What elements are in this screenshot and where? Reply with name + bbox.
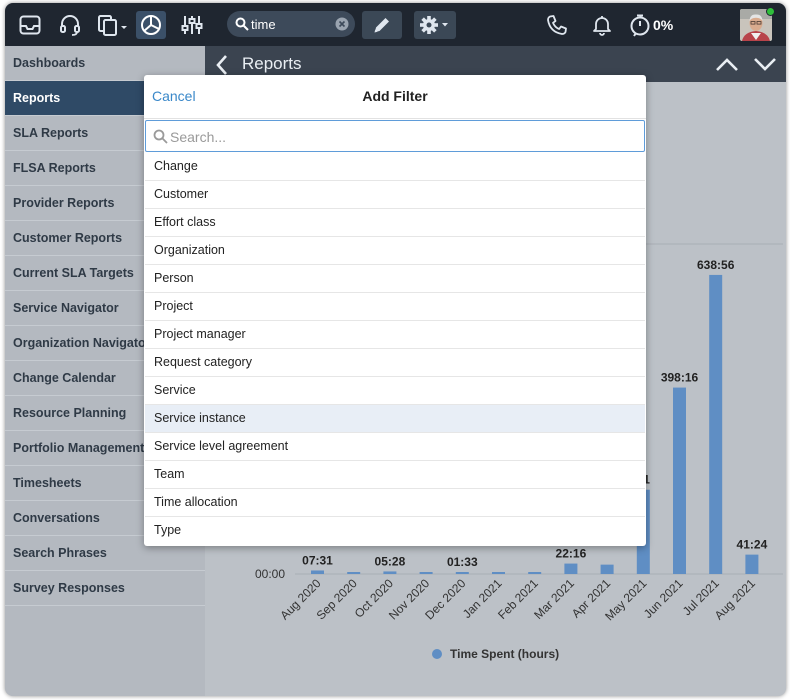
pie-chart-icon[interactable]: [136, 11, 166, 39]
filter-option-service-level-agreement[interactable]: Service level agreement: [145, 433, 645, 461]
back-chevron-icon[interactable]: [215, 54, 229, 76]
filter-option-project-manager[interactable]: Project manager: [145, 321, 645, 349]
x-tick-label: Jun 2021: [641, 576, 686, 621]
copy-dropdown-icon[interactable]: [95, 11, 131, 39]
data-label: 07:31: [302, 553, 333, 567]
bar-sep-2020: [347, 572, 361, 574]
clear-icon[interactable]: [335, 17, 349, 31]
x-tick-label: Aug 2021: [712, 576, 758, 622]
filter-option-customer[interactable]: Customer: [145, 181, 645, 209]
filter-option-team[interactable]: Team: [145, 461, 645, 489]
global-search[interactable]: [227, 11, 355, 37]
gear-icon[interactable]: [414, 11, 456, 39]
inbox-icon[interactable]: [15, 11, 45, 39]
bar-aug-2020: [311, 570, 324, 574]
x-tick-label: Mar 2021: [531, 576, 577, 622]
filter-option-effort-class[interactable]: Effort class: [145, 209, 645, 237]
dialog-header: Cancel Add Filter: [144, 75, 646, 119]
filter-option-person[interactable]: Person: [145, 265, 645, 293]
filter-option-project[interactable]: Project: [145, 293, 645, 321]
filter-option-service-instance[interactable]: Service instance: [145, 405, 645, 433]
search-icon: [153, 129, 168, 144]
pencil-icon[interactable]: [362, 11, 402, 39]
page-title: Reports: [242, 54, 302, 73]
phone-icon[interactable]: [542, 11, 572, 39]
global-search-input[interactable]: [251, 15, 331, 33]
app-window: 0% Dashboards Reports SLA Reports FLSA R…: [5, 3, 786, 696]
bar-apr-2021: [600, 564, 614, 574]
x-tick-label: Sep 2020: [314, 576, 360, 622]
filter-option-type[interactable]: Type: [145, 517, 645, 545]
sidebar-item-dashboards[interactable]: Dashboards: [5, 46, 205, 81]
filter-option-service[interactable]: Service: [145, 377, 645, 405]
legend-label: Time Spent (hours): [450, 647, 559, 661]
bar-aug-2021: [745, 554, 759, 574]
x-tick-label: Dec 2020: [422, 576, 468, 622]
top-bar: 0%: [5, 3, 786, 46]
data-label: 638:56: [697, 258, 735, 272]
cancel-button[interactable]: Cancel: [152, 88, 196, 104]
data-label: 41:24: [737, 538, 768, 552]
presence-indicator: [766, 7, 775, 16]
filter-option-request-category[interactable]: Request category: [145, 349, 645, 377]
bar-dec-2020: [455, 572, 469, 574]
bar-jul-2021: [709, 274, 723, 574]
bar-jan-2021: [492, 572, 505, 574]
legend-marker: [432, 649, 442, 659]
filter-option-change[interactable]: Change: [145, 153, 645, 181]
bar-jun-2021: [673, 387, 686, 574]
bell-icon[interactable]: [587, 11, 617, 39]
bar-nov-2020: [419, 572, 433, 574]
sliders-icon[interactable]: [177, 11, 207, 39]
add-filter-dialog: Cancel Add Filter Change Customer Effort…: [144, 75, 646, 546]
data-label: 22:16: [556, 547, 587, 561]
dialog-title: Add Filter: [362, 88, 428, 104]
data-label: 01:33: [447, 555, 478, 569]
bar-mar-2021: [564, 563, 578, 574]
timer-icon[interactable]: [627, 11, 653, 39]
timer-percent-label: 0%: [653, 17, 674, 33]
bar-feb-2021: [528, 572, 542, 574]
data-label: 05:28: [375, 554, 406, 568]
filter-search-input[interactable]: [170, 127, 630, 147]
data-label: 398:16: [661, 371, 699, 385]
headset-icon[interactable]: [55, 11, 85, 39]
chevron-down-icon[interactable]: [753, 56, 777, 72]
bar-oct-2020: [383, 571, 397, 574]
y-tick-label: 00:00: [255, 567, 285, 581]
search-icon: [235, 17, 249, 31]
filter-search[interactable]: [145, 120, 645, 152]
filter-option-time-allocation[interactable]: Time allocation: [145, 489, 645, 517]
chevron-up-icon[interactable]: [715, 56, 739, 72]
sidebar-item-survey-responses[interactable]: Survey Responses: [5, 571, 205, 606]
filter-option-organization[interactable]: Organization: [145, 237, 645, 265]
